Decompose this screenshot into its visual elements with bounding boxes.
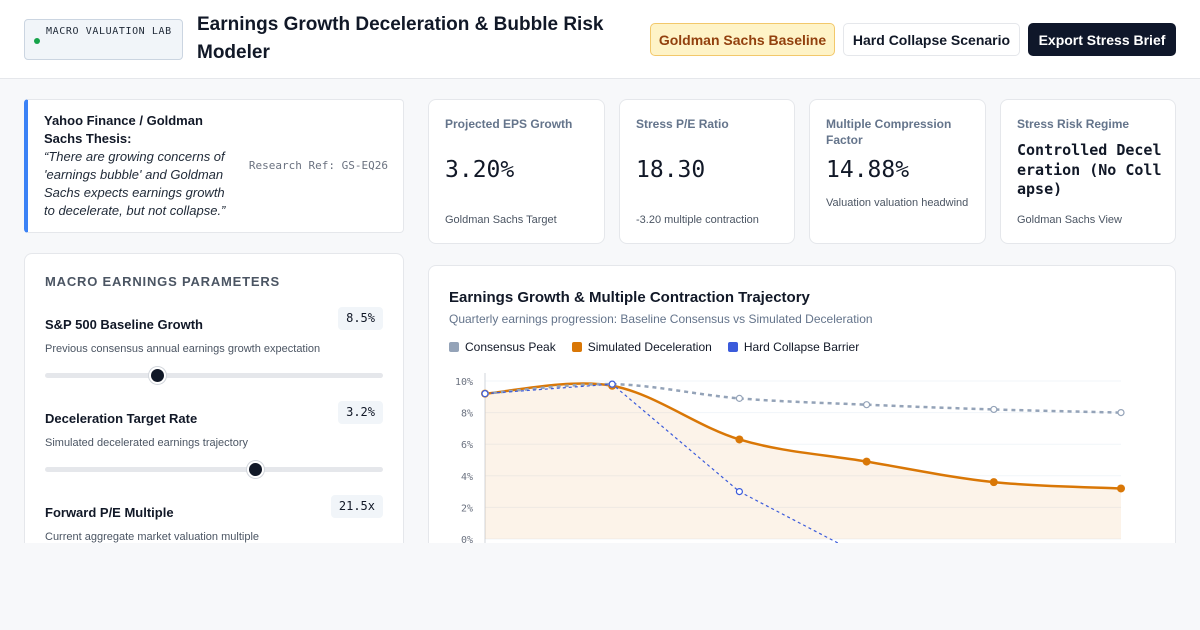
y-tick-label: 6% [461,440,473,451]
y-tick-label: 4% [461,472,473,483]
trajectory-chart: 0% 2% 4% 6% 8% 10% [455,373,1125,543]
kpi-value: 3.20% [445,157,515,183]
param-description: Current aggregate market valuation multi… [45,531,260,543]
legend-label: Consensus Peak [465,340,556,354]
slider-thumb[interactable] [246,461,264,478]
simulated-deceleration-point [862,457,871,466]
simulated-deceleration-point [1117,484,1125,493]
consensus-peak-point [735,394,743,402]
kpi-subtext: Goldman Sachs View [1017,214,1122,226]
kpi-card-eps-growth: Projected EPS Growth 3.20% Goldman Sachs… [428,99,605,244]
hard-collapse-barrier-point [735,488,743,496]
param-value: 3.2% [338,401,383,424]
kpi-subtext: -3.20 multiple contraction [636,214,759,226]
hard-collapse-barrier-line [484,383,840,543]
thesis-quote: “There are growing concerns of 'earnings… [44,149,226,218]
chart-legend: Consensus Peak Simulated Deceleration Hard… [449,340,859,354]
brand-badge: MACRO VALUATION LAB [24,19,183,60]
param-label: Forward P/E Multiple [45,505,174,520]
param-forward-pe: Forward P/E Multiple 21.5x Current aggre… [45,495,383,543]
goldman-baseline-button[interactable]: Goldman Sachs Baseline [650,23,835,56]
deceleration-rate-slider[interactable] [45,461,383,478]
baseline-growth-slider[interactable] [45,367,383,384]
top-bar: MACRO VALUATION LAB Earnings Growth Dece… [0,0,1200,79]
param-value: 21.5x [330,495,383,518]
y-tick-label: 2% [461,503,473,514]
kpi-label: Stress Risk Regime [1017,117,1130,131]
kpi-card-stress-pe: Stress P/E Ratio 18.30 -3.20 multiple co… [619,99,795,244]
consensus-peak-line [484,382,1122,414]
status-dot-icon [34,38,40,44]
kpi-label: Projected EPS Growth [445,117,573,131]
kpi-value: 14.88% [826,157,910,183]
kpi-subtext: Valuation valuation headwind [826,197,969,209]
legend-swatch-icon [571,342,582,352]
param-label: Deceleration Target Rate [45,411,198,426]
kpi-subtext: Goldman Sachs Target [445,214,557,226]
kpi-card-risk-regime: Stress Risk Regime Controlled Decelerati… [1000,99,1176,244]
param-label: S&P 500 Baseline Growth [45,317,203,332]
consensus-peak-point [863,401,871,409]
parameters-title: MACRO EARNINGS PARAMETERS [45,274,280,289]
chart-title: Earnings Growth & Multiple Contraction T… [449,289,810,306]
param-baseline-growth: S&P 500 Baseline Growth 8.5% Previous co… [45,307,383,397]
kpi-value: Controlled Deceleration (No Collapse) [1017,141,1162,198]
legend-item: Consensus Peak [449,340,556,354]
consensus-peak-point [990,405,998,414]
chart-subtitle: Quarterly earnings progression: Baseline… [449,312,873,326]
param-deceleration-rate: Deceleration Target Rate 3.2% Simulated … [45,401,383,491]
thesis-heading: Yahoo Finance / Goldman Sachs Thesis: [44,113,203,146]
param-description: Previous consensus annual earnings growt… [45,343,321,355]
kpi-value: 18.30 [636,157,706,183]
y-tick-label: 10% [455,377,473,388]
y-tick-label: 8% [461,409,473,420]
simulated-deceleration-point [989,478,998,487]
legend-swatch-icon [727,342,738,352]
kpi-card-compression: Multiple Compression Factor 14.88% Valua… [809,99,986,244]
hard-collapse-button[interactable]: Hard Collapse Scenario [843,23,1020,56]
export-brief-button[interactable]: Export Stress Brief [1028,23,1176,56]
param-value: 8.5% [338,307,383,330]
research-ref: Research Ref: GS-EQ26 [248,159,388,172]
hard-collapse-barrier-point [481,390,489,398]
legend-swatch-icon [449,342,459,352]
slider-thumb[interactable] [148,367,166,384]
param-description: Simulated decelerated earnings trajector… [45,437,249,449]
legend-label: Hard Collapse Barrier [743,340,860,354]
simulated-deceleration-point [735,435,744,444]
consensus-peak-point [1117,409,1125,417]
simulated-deceleration-area [485,383,1121,539]
kpi-label: Stress P/E Ratio [636,117,729,131]
kpi-label: Multiple Compression Factor [826,117,952,147]
legend-label: Simulated Deceleration [587,340,712,354]
legend-item: Simulated Deceleration [571,340,712,354]
thesis-card: Yahoo Finance / Goldman Sachs Thesis: “T… [24,99,404,233]
brand-label: MACRO VALUATION LAB [46,26,172,37]
y-tick-label: 0% [461,535,473,543]
legend-item: Hard Collapse Barrier [727,340,860,354]
page-title: Earnings Growth Deceleration & Bubble Ri… [197,14,604,63]
trajectory-chart-card: 0% 2% 4% 6% 8% 10% Earnings Growth & Multiple… [428,265,1176,543]
hard-collapse-barrier-point [608,380,616,388]
parameters-panel: MACRO EARNINGS PARAMETERS S&P 500 Baseli… [24,253,404,543]
